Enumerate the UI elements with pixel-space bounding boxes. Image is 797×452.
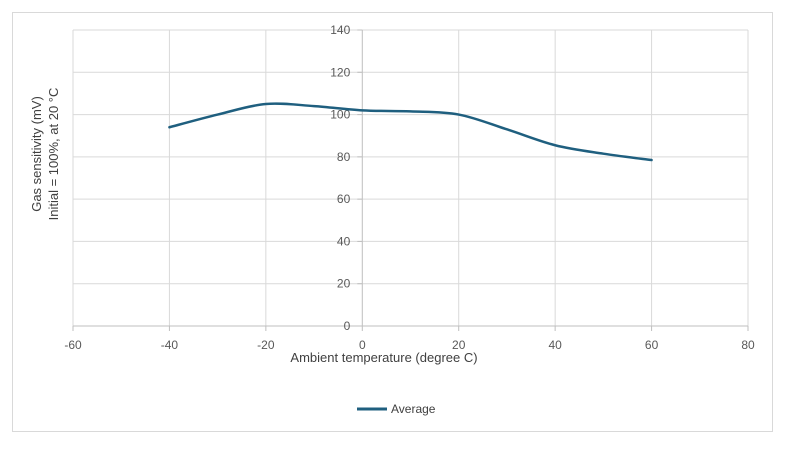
x-tick-label: -20 xyxy=(257,338,275,352)
legend-label-average: Average xyxy=(391,402,436,416)
y-tick-labels: 0 20 40 60 80 100 120 140 xyxy=(330,23,350,333)
y-axis-title-line-1: Gas sensitivity (mV) xyxy=(29,96,44,212)
y-tick-label: 140 xyxy=(330,23,350,37)
x-tick-label: -60 xyxy=(64,338,82,352)
chart-frame xyxy=(12,12,773,432)
series-line-average xyxy=(168,102,653,162)
y-tick-label: 80 xyxy=(337,150,351,164)
x-tick-label: 20 xyxy=(452,338,466,352)
y-tick-label: 20 xyxy=(337,277,351,291)
y-axis-title-line-2: Initial = 100%, at 20 °C xyxy=(46,88,61,221)
axes xyxy=(72,29,749,331)
y-tick-label: 60 xyxy=(337,192,351,206)
y-tick-label: 40 xyxy=(337,234,351,248)
x-axis-title: Ambient temperature (degree C) xyxy=(290,350,477,365)
x-tick-label: 80 xyxy=(741,338,755,352)
x-tick-label: 0 xyxy=(359,338,366,352)
x-tick-label: 40 xyxy=(548,338,562,352)
legend: Average xyxy=(357,402,436,416)
x-tick-label: -40 xyxy=(161,338,179,352)
x-tick-labels: -60 -40 -20 0 20 40 60 80 xyxy=(64,338,755,352)
y-tick-label: 0 xyxy=(344,319,351,333)
series-layer xyxy=(168,102,653,162)
x-tick-label: 60 xyxy=(645,338,659,352)
y-tick-label: 120 xyxy=(330,65,350,79)
y-tick-label: 100 xyxy=(330,108,350,122)
gridlines xyxy=(72,29,749,326)
